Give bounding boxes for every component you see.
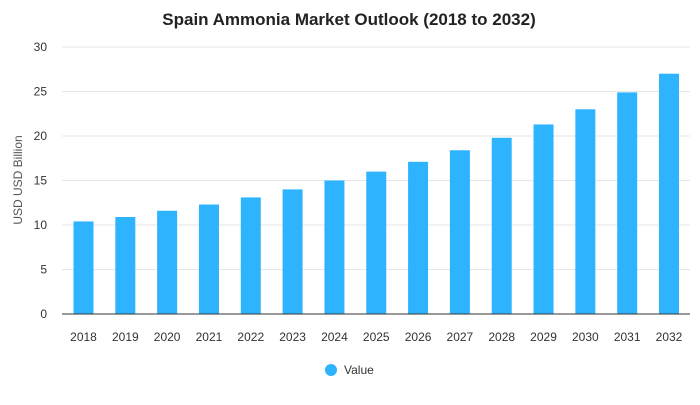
x-tick-label: 2019: [112, 330, 139, 344]
bar-2024[interactable]: [324, 180, 345, 315]
bar-2027[interactable]: [449, 150, 470, 314]
x-tick-label: 2021: [196, 330, 223, 344]
bar-2032[interactable]: [659, 73, 679, 314]
x-tick-label: 2031: [614, 330, 641, 344]
y-axis-ticks: 0 5 10 15 20 25 30: [34, 40, 48, 321]
bars: [73, 73, 679, 315]
x-tick-label: 2026: [405, 330, 432, 344]
x-tick-label: 2028: [488, 330, 515, 344]
x-tick-label: 2029: [530, 330, 557, 344]
bar-2021[interactable]: [198, 204, 219, 314]
y-axis-label: USD USD Billion: [11, 135, 25, 224]
bar-2020[interactable]: [157, 210, 178, 314]
bar-2019[interactable]: [115, 216, 136, 314]
bar-2022[interactable]: [240, 197, 261, 314]
bar-2025[interactable]: [366, 171, 387, 314]
legend[interactable]: Value: [325, 363, 374, 377]
x-tick-label: 2032: [656, 330, 683, 344]
y-tick-label: 25: [34, 85, 48, 99]
y-tick-label: 10: [34, 218, 48, 232]
x-axis-ticks: 2018 2019 2020 2021 2022 2023 2024 2025 2026 2027…: [70, 330, 683, 344]
bar-2029[interactable]: [533, 124, 554, 315]
bar-2026[interactable]: [408, 161, 429, 314]
y-tick-label: 5: [40, 263, 47, 277]
x-tick-label: 2030: [572, 330, 599, 344]
y-tick-label: 20: [34, 129, 48, 143]
x-tick-label: 2025: [363, 330, 390, 344]
bar-2030[interactable]: [575, 109, 596, 314]
bar-2023[interactable]: [282, 189, 303, 314]
x-tick-label: 2024: [321, 330, 348, 344]
x-tick-label: 2027: [447, 330, 474, 344]
legend-swatch: [325, 364, 337, 376]
legend-label: Value: [344, 363, 374, 377]
x-tick-label: 2022: [237, 330, 264, 344]
y-tick-label: 0: [40, 307, 47, 321]
x-tick-label: 2018: [70, 330, 97, 344]
bar-2018[interactable]: [73, 221, 94, 314]
y-tick-label: 15: [34, 174, 48, 188]
x-tick-label: 2020: [154, 330, 181, 344]
y-tick-label: 30: [34, 40, 48, 54]
bar-2031[interactable]: [617, 92, 638, 314]
x-tick-label: 2023: [279, 330, 306, 344]
chart-title: Spain Ammonia Market Outlook (2018 to 20…: [162, 10, 535, 29]
bar-2028[interactable]: [491, 137, 512, 314]
